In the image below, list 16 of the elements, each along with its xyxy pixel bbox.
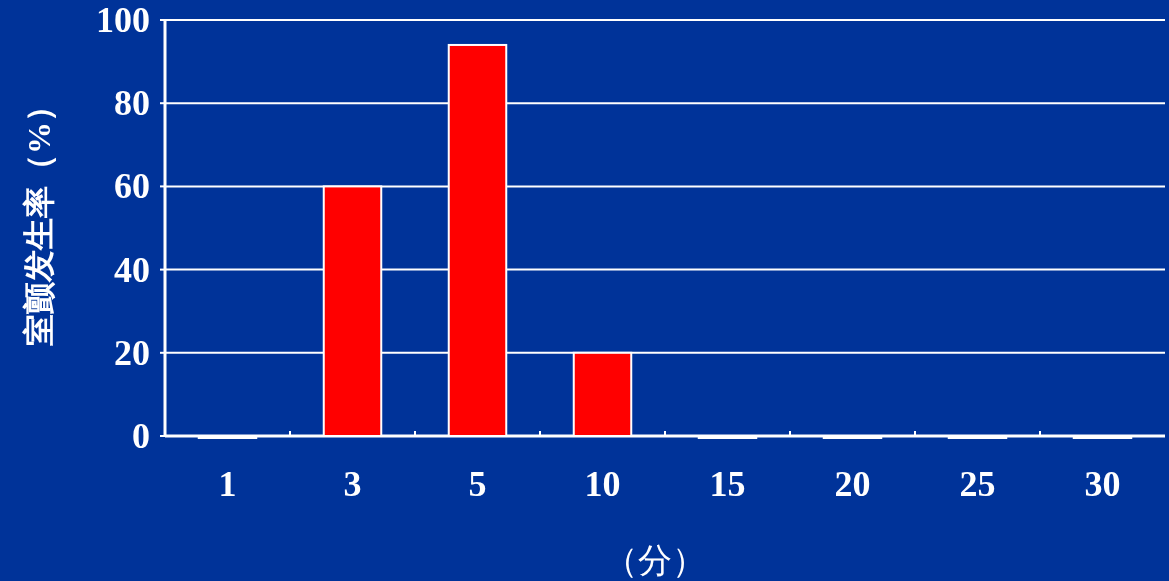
y-tick-label: 0 — [132, 416, 150, 456]
x-tick-label: 1 — [218, 464, 237, 504]
y-axis-title: 室颤发生率（%） — [21, 90, 57, 346]
x-tick-label: 5 — [468, 464, 487, 504]
y-tick-label: 40 — [114, 249, 150, 290]
y-tick-label: 20 — [114, 332, 150, 373]
x-tick-label: 20 — [834, 464, 871, 504]
x-tick-label: 10 — [584, 464, 621, 504]
y-tick-label: 100 — [96, 0, 150, 40]
x-tick-label: 30 — [1084, 464, 1121, 504]
y-tick-label: 80 — [114, 83, 150, 124]
x-tick-label: 25 — [959, 464, 996, 504]
y-tick-label: 60 — [114, 166, 150, 207]
x-tick-label: 15 — [709, 464, 746, 504]
x-axis-title: （分） — [604, 542, 706, 579]
x-tick-label: 3 — [343, 464, 362, 504]
